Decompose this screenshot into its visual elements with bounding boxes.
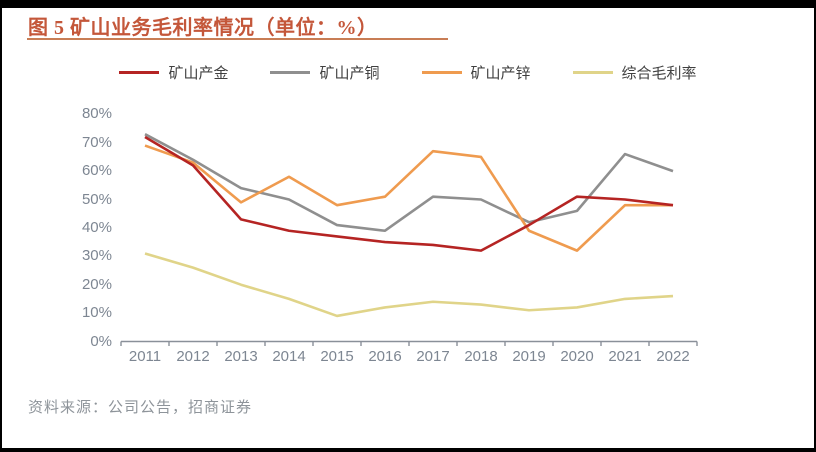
frame-border-right — [814, 0, 816, 452]
title-underline — [27, 38, 448, 40]
legend-item-3: 综合毛利率 — [572, 62, 697, 83]
y-tick-label: 0% — [90, 332, 112, 350]
x-tick-label: 2021 — [608, 348, 642, 365]
frame-border-left — [0, 0, 2, 452]
x-tick-label: 2017 — [416, 348, 450, 365]
legend-line-swatch — [119, 71, 160, 74]
legend-item-1: 矿山产铜 — [270, 62, 380, 83]
legend-line-swatch — [421, 71, 462, 74]
legend-line-swatch — [572, 71, 613, 74]
source-note: 资料来源：公司公告，招商证券 — [28, 399, 253, 416]
x-tick-label: 2022 — [656, 348, 690, 365]
frame-border-top — [0, 0, 816, 8]
y-tick-label: 70% — [81, 133, 112, 151]
y-tick-label: 20% — [81, 275, 112, 293]
x-tick-label: 2019 — [512, 348, 546, 365]
legend-label: 矿山产铜 — [319, 65, 380, 82]
legend-item-0: 矿山产金 — [119, 62, 228, 83]
legend-item-2: 矿山产锌 — [421, 62, 531, 83]
x-tick-label: 2018 — [464, 348, 498, 365]
series-line-矿山产铜 — [144, 133, 674, 233]
frame-border-bottom — [0, 448, 816, 452]
legend-line-swatch — [270, 71, 311, 74]
x-tick-label: 2013 — [224, 348, 258, 365]
y-tick-label: 10% — [81, 304, 112, 322]
x-tick-label: 2011 — [128, 348, 162, 365]
x-tick-label: 2012 — [176, 348, 210, 365]
legend-label: 矿山产锌 — [470, 65, 531, 82]
y-tick-label: 30% — [81, 247, 112, 265]
y-tick-label: 60% — [81, 162, 112, 180]
x-tick-label: 2015 — [320, 348, 354, 365]
series-line-矿山产锌 — [144, 144, 673, 252]
series-line-矿山产金 — [144, 135, 674, 252]
legend-label: 矿山产金 — [168, 65, 229, 82]
x-tick-label: 2020 — [560, 348, 594, 365]
y-tick-label: 80% — [81, 105, 112, 123]
x-tick-label: 2014 — [272, 348, 306, 365]
chart-legend: 矿山产金 矿山产铜 矿山产锌 综合毛利率 — [0, 62, 816, 83]
series-line-综合毛利率 — [144, 252, 674, 318]
x-tick-label: 2016 — [368, 348, 402, 365]
chart-title: 图 5 矿山业务毛利率情况（单位：%） — [28, 17, 378, 39]
y-tick-label: 50% — [81, 190, 112, 208]
y-tick-label: 40% — [81, 218, 112, 236]
legend-label: 综合毛利率 — [621, 65, 697, 82]
